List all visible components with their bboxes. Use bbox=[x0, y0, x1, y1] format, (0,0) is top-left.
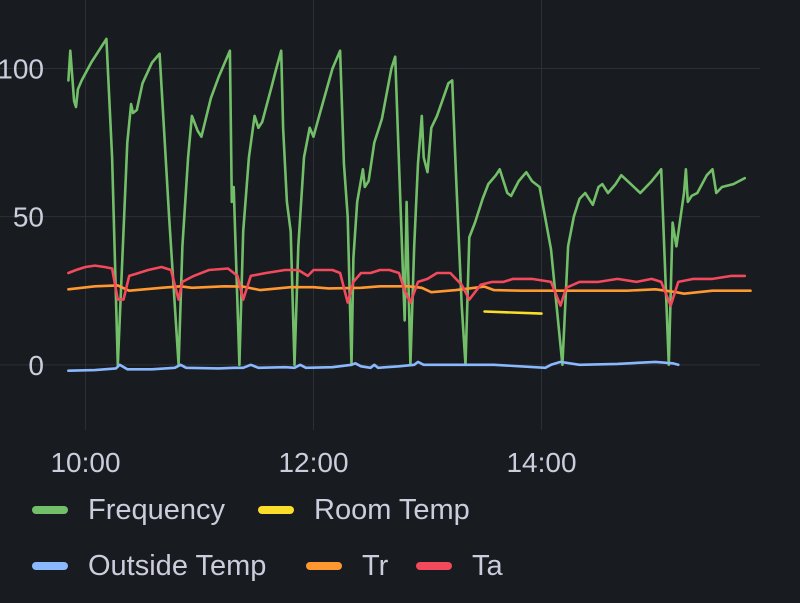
series-line-room-temp bbox=[483, 310, 543, 315]
series-line-tr bbox=[67, 284, 752, 295]
x-tick-label: 10:00 bbox=[50, 447, 120, 478]
series-line-ta bbox=[67, 264, 747, 307]
y-tick-label: 100 bbox=[0, 54, 44, 85]
legend-item-outside-temp[interactable]: Outside Temp bbox=[32, 546, 266, 586]
legend-item-room-temp[interactable]: Room Temp bbox=[258, 490, 470, 530]
legend-label-tr: Tr bbox=[362, 549, 389, 582]
x-tick-label: 14:00 bbox=[506, 447, 576, 478]
legend-swatch-ta bbox=[416, 562, 452, 570]
legend-label-room-temp: Room Temp bbox=[314, 493, 470, 526]
legend-swatch-outside-temp bbox=[32, 562, 68, 570]
legend-swatch-room-temp bbox=[258, 506, 294, 514]
legend-label-frequency: Frequency bbox=[88, 493, 226, 526]
legend-label-outside-temp: Outside Temp bbox=[88, 549, 267, 582]
series-line-frequency bbox=[67, 37, 747, 367]
legend-swatch-tr bbox=[306, 562, 342, 570]
y-tick-label: 0 bbox=[28, 350, 44, 381]
legend-item-tr[interactable]: Tr bbox=[306, 546, 388, 586]
legend-item-ta[interactable]: Ta bbox=[416, 546, 503, 586]
legend-item-frequency[interactable]: Frequency bbox=[32, 490, 225, 530]
series-line-outside-temp bbox=[67, 360, 680, 372]
legend-swatch-frequency bbox=[32, 506, 68, 514]
x-tick-label: 12:00 bbox=[278, 447, 348, 478]
legend-label-ta: Ta bbox=[472, 549, 503, 582]
line-chart: 0 50 100 10:00 12:00 14:00 bbox=[0, 0, 760, 478]
y-tick-label: 50 bbox=[13, 202, 44, 233]
